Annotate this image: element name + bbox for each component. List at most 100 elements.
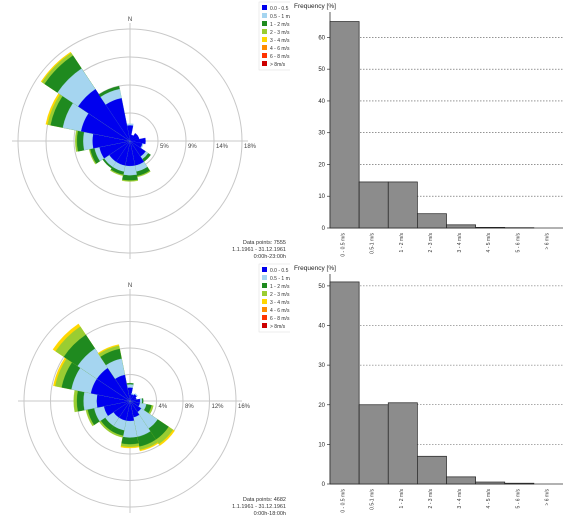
rose-ring-label: 18% xyxy=(244,144,257,150)
legend-swatch xyxy=(262,45,267,50)
histogram-bar xyxy=(505,483,534,484)
y-tick-label: 10 xyxy=(318,194,325,200)
legend-label: 6 - 8 m/s xyxy=(270,316,290,322)
x-tick-label: 5 - 6 m/s xyxy=(515,489,521,509)
x-tick-label: 1 - 2 m/s xyxy=(399,489,405,509)
legend-label: 0.5 - 1 m/s xyxy=(270,276,290,282)
legend-label: 4 - 6 m/s xyxy=(270,308,290,314)
legend-swatch xyxy=(262,299,267,304)
legend-swatch xyxy=(262,37,267,42)
legend-label: 0.0 - 0.5 m/s xyxy=(270,6,290,12)
x-tick-label: 2 - 3 m/s xyxy=(428,233,434,253)
frequency-histogram-bottom-panel: Frequency [%] 0 10 20 30 40 50 0 - 0.5 m/s 0.5-1… xyxy=(290,262,566,521)
stats-text: 1.1.1961 - 31.12.1961 xyxy=(232,247,286,253)
wind-rose-chart-top: N 5% 9% 14% 18% 0.0 - 0.5 m/s 0.5 - 1 m/s 1 - 2… xyxy=(0,0,290,262)
rose-ring-label: 8% xyxy=(185,404,194,410)
stats-text: Data points: 4682 xyxy=(243,497,286,503)
histogram-bar xyxy=(447,477,476,484)
legend-label: 0.5 - 1 m/s xyxy=(270,14,290,20)
legend-swatch xyxy=(262,53,267,58)
y-tick-label: 20 xyxy=(318,162,325,168)
y-tick-label: 60 xyxy=(318,35,325,41)
rose-ring-label: 5% xyxy=(160,144,169,150)
legend-label: 3 - 4 m/s xyxy=(270,38,290,44)
legend-label: 6 - 8 m/s xyxy=(270,54,290,60)
legend-swatch xyxy=(262,283,267,288)
histogram-bar xyxy=(388,403,417,484)
frequency-histogram-bottom: Frequency [%] 0 10 20 30 40 50 0 - 0.5 m/s 0.5-1… xyxy=(290,262,566,521)
frequency-histogram-top: Frequency [%] 0 10 20 30 40 50 60 0 - 0.5 m/s 0.5… xyxy=(290,0,566,262)
y-tick-label: 40 xyxy=(318,99,325,105)
y-tick-label: 10 xyxy=(318,442,325,448)
x-tick-label: > 6 m/s xyxy=(544,489,550,506)
wind-rose-top-panel: N 5% 9% 14% 18% 0.0 - 0.5 m/s 0.5 - 1 m/s 1 - 2… xyxy=(0,0,290,262)
histogram-bar xyxy=(476,482,505,484)
frequency-histogram-top-panel: Frequency [%] 0 10 20 30 40 50 60 0 - 0.5 m/s 0.5… xyxy=(290,0,566,262)
stats-text: 0:00h-18:00h xyxy=(254,511,286,517)
x-tick-label: 5 - 6 m/s xyxy=(515,233,521,253)
rose-north-label: N xyxy=(128,17,132,23)
y-tick-label: 40 xyxy=(318,324,325,330)
x-tick-label: 0 - 0.5 m/s xyxy=(341,489,347,513)
x-tick-label: 1 - 2 m/s xyxy=(399,233,405,253)
x-tick-label: 3 - 4 m/s xyxy=(457,489,463,509)
y-axis-label: Frequency [%] xyxy=(294,3,336,10)
rose-ring-label: 9% xyxy=(188,144,197,150)
x-tick-label: > 6 m/s xyxy=(544,233,550,250)
y-tick-label: 0 xyxy=(322,226,326,232)
legend-label: 2 - 3 m/s xyxy=(270,30,290,36)
legend-label: 1 - 2 m/s xyxy=(270,284,290,290)
legend-label: 2 - 3 m/s xyxy=(270,292,290,298)
rose-north-label: N xyxy=(128,283,132,289)
x-tick-label: 0.5-1 m/s xyxy=(370,489,376,510)
legend-swatch xyxy=(262,323,267,328)
histogram-bar xyxy=(476,227,505,228)
y-tick-label: 50 xyxy=(318,284,325,290)
legend-swatch xyxy=(262,13,267,18)
rose-ring-label: 4% xyxy=(159,404,168,410)
x-tick-label: 3 - 4 m/s xyxy=(457,233,463,253)
stats-text: 1.1.1961 - 31.12.1961 xyxy=(232,504,286,510)
y-axis-label: Frequency [%] xyxy=(294,265,336,272)
legend-label: 1 - 2 m/s xyxy=(270,22,290,28)
x-tick-label: 2 - 3 m/s xyxy=(428,489,434,509)
legend-label: > 8m/s xyxy=(270,62,286,68)
wind-rose-bottom-panel: N 4% 8% 12% 16% 0.0 - 0.5 m/s 0.5 - 1 m/s 1 - 2… xyxy=(0,262,290,521)
histogram-bar xyxy=(417,456,446,484)
y-tick-label: 20 xyxy=(318,403,325,409)
histogram-bar xyxy=(447,225,476,228)
histogram-bar xyxy=(330,22,359,228)
legend-swatch xyxy=(262,29,267,34)
rose-ring-label: 12% xyxy=(212,404,225,410)
legend-swatch xyxy=(262,315,267,320)
legend-swatch xyxy=(262,275,267,280)
histogram-bar xyxy=(417,214,446,228)
x-tick-label: 0 - 0.5 m/s xyxy=(341,233,347,257)
legend-swatch xyxy=(262,21,267,26)
legend-label: 0.0 - 0.5 m/s xyxy=(270,268,290,274)
x-tick-label: 4 - 5 m/s xyxy=(486,489,492,509)
y-tick-label: 30 xyxy=(318,131,325,137)
rose-ring-label: 14% xyxy=(216,144,229,150)
x-tick-label: 4 - 5 m/s xyxy=(486,233,492,253)
wind-rose-chart-bottom: N 4% 8% 12% 16% 0.0 - 0.5 m/s 0.5 - 1 m/s 1 - 2… xyxy=(0,262,290,521)
legend-label: > 8m/s xyxy=(270,324,286,330)
x-tick-label: 0.5-1 m/s xyxy=(370,233,376,254)
rose-ring-label: 16% xyxy=(238,404,251,410)
legend-label: 4 - 6 m/s xyxy=(270,46,290,52)
y-tick-label: 50 xyxy=(318,67,325,73)
histogram-bar xyxy=(359,405,388,484)
legend-swatch xyxy=(262,307,267,312)
legend-label: 3 - 4 m/s xyxy=(270,300,290,306)
stats-text: Data points: 7555 xyxy=(243,240,286,246)
legend-swatch xyxy=(262,291,267,296)
histogram-bar xyxy=(388,182,417,228)
y-tick-label: 0 xyxy=(322,482,326,488)
histogram-bar xyxy=(330,282,359,484)
histogram-bar xyxy=(359,182,388,228)
legend-swatch xyxy=(262,61,267,66)
legend-swatch xyxy=(262,5,267,10)
y-tick-label: 30 xyxy=(318,363,325,369)
legend-swatch xyxy=(262,267,267,272)
stats-text: 0:00h-23:00h xyxy=(254,254,286,260)
